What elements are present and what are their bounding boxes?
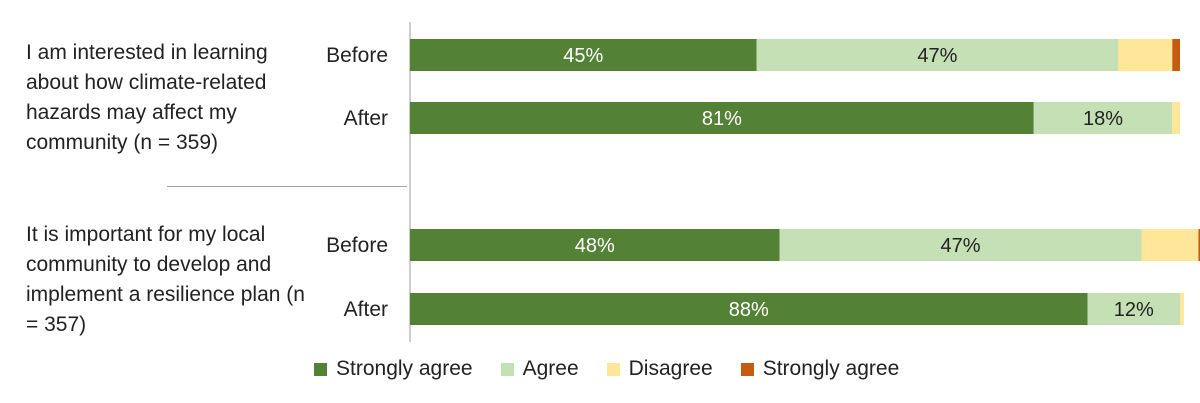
data-label-q2-after-agree: 12% (1114, 299, 1154, 321)
bar-segment-q2-after-agree (1087, 293, 1180, 325)
data-label-q1-before-agree: 47% (917, 45, 957, 67)
row-label-before: Before (326, 234, 388, 257)
row-label-before: Before (326, 44, 388, 67)
legend-swatch-strongly-disagree (740, 362, 754, 376)
bar-segment-q1-before-disagree (1118, 39, 1173, 71)
group-divider (167, 186, 407, 187)
legend-swatch-agree (500, 362, 514, 376)
legend-item-strongly-disagree: Strongly agree (740, 357, 900, 381)
data-label-q2-after-strongly-agree: 88% (729, 299, 769, 321)
row-label-after: After (344, 298, 388, 321)
bar-segment-q1-after-disagree (1172, 102, 1180, 134)
bar-segment-q1-before-strongly-disagree (1172, 39, 1180, 71)
data-label-q2-before-strongly-agree: 48% (575, 235, 615, 257)
legend-item-disagree: Disagree (606, 357, 713, 381)
bar-segment-q1-before-strongly-agree (410, 39, 757, 71)
legend-swatch-disagree (606, 362, 620, 376)
bar-segment-q2-after-strongly-agree (410, 293, 1088, 325)
chart-legend: Strongly agree Agree Disagree Strongly a… (314, 357, 927, 381)
data-label-q2-before-agree: 47% (941, 235, 981, 257)
bar-segment-q2-before-disagree (1141, 229, 1199, 261)
legend-swatch-strongly-agree (314, 362, 327, 376)
question-label-2: It is important for my local community t… (26, 223, 305, 336)
stacked-bar-chart: Before 45% 47% After 81% 18% Before 48% 47% After… (326, 22, 1200, 342)
bar-segment-q1-after-agree (1033, 102, 1173, 134)
bar-segment-q2-after-disagree (1180, 293, 1184, 325)
bar-segment-q2-before-strongly-disagree (1198, 229, 1200, 261)
question-label-1: I am interested in learning about how cl… (26, 41, 268, 154)
legend-item-agree: Agree (500, 357, 579, 381)
legend-label-strongly-disagree: Strongly agree (762, 357, 900, 380)
legend-label-strongly-agree: Strongly agree (336, 357, 473, 380)
legend-label-agree: Agree (522, 357, 579, 380)
bar-segment-q2-before-agree (779, 229, 1142, 261)
bar-segment-q1-before-agree (756, 39, 1119, 71)
bar-segment-q2-before-strongly-agree (410, 229, 780, 261)
data-label-q1-before-strongly-agree: 45% (563, 45, 603, 67)
legend-label-disagree: Disagree (628, 357, 713, 380)
data-label-q1-after-strongly-agree: 81% (702, 108, 742, 130)
row-label-after: After (344, 107, 388, 130)
data-label-q1-after-agree: 18% (1083, 108, 1123, 130)
legend-item-strongly-agree: Strongly agree (314, 357, 473, 381)
bar-segment-q1-after-strongly-agree (410, 102, 1034, 134)
